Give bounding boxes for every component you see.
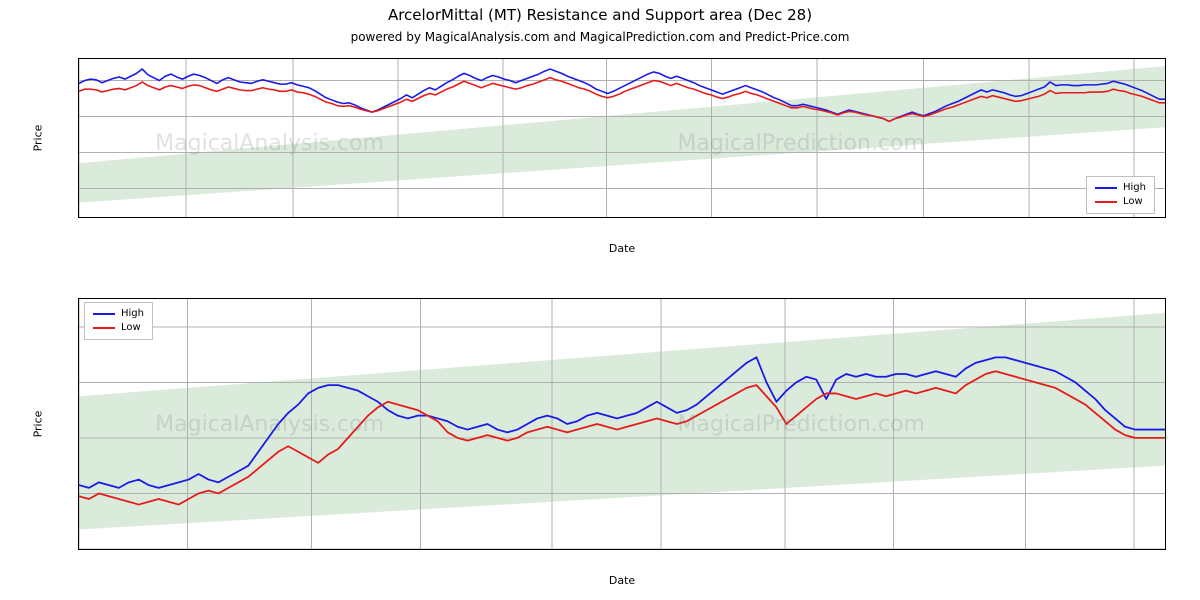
x-tick-label: 2024-09-01 (78, 549, 108, 550)
x-tick-label: 2024-11-01 (524, 549, 582, 550)
x-tick-label: 2025-01-01 (998, 549, 1056, 550)
y-tick-label: 18 (78, 546, 79, 551)
legend-label: Low (121, 321, 141, 335)
x-tick-label: 2024-09-15 (159, 549, 217, 550)
x-tick-label: 2025-01-15 (1107, 549, 1165, 550)
bottom-subplot: MagicalAnalysis.com MagicalPrediction.co… (0, 0, 1200, 600)
x-axis-label: Date (609, 574, 635, 587)
x-tick-label: 2024-12-01 (757, 549, 815, 550)
legend-label: High (121, 307, 144, 321)
bottom-svg (79, 299, 1165, 549)
legend-bottom: HighLow (84, 302, 153, 340)
legend-item: High (93, 307, 144, 321)
y-tick-label: 26 (78, 322, 79, 333)
y-tick-label: 20 (78, 490, 79, 501)
y-axis-label: Price (32, 411, 45, 438)
legend-item: Low (93, 321, 144, 335)
figure: ArcelorMittal (MT) Resistance and Suppor… (0, 0, 1200, 600)
y-tick-label: 24 (78, 378, 79, 389)
y-tick-label: 22 (78, 434, 79, 445)
legend-swatch (93, 313, 115, 315)
bottom-plot-area: MagicalAnalysis.com MagicalPrediction.co… (78, 298, 1166, 550)
x-tick-label: 2024-10-15 (392, 549, 450, 550)
x-tick-label: 2024-10-01 (283, 549, 341, 550)
x-tick-label: 2024-11-15 (633, 549, 691, 550)
legend-swatch (93, 327, 115, 329)
x-tick-label: 2024-12-15 (866, 549, 924, 550)
